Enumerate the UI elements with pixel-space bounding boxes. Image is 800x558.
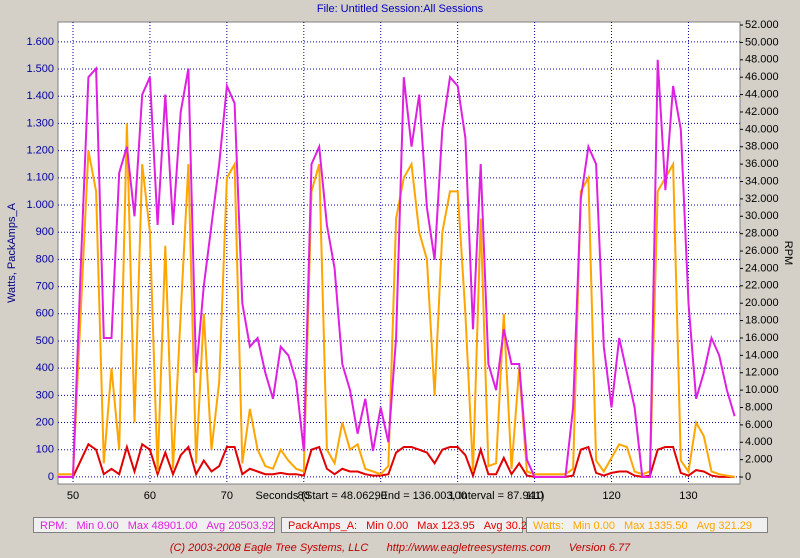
legend-name: PackAmps_A: [288, 520, 358, 532]
y2-tick-label: 12.000 [745, 367, 779, 379]
y2-tick-label: 8.000 [745, 401, 773, 413]
legend-min: Min 0.00 [76, 520, 119, 532]
legend-entry: Watts: Min 0.00 Max 1335.50 Avg 321.29 [526, 517, 768, 533]
y2-tick-label: 38.000 [745, 141, 779, 153]
x-tick-label: 90 [375, 490, 387, 502]
y2-tick-label: 10.000 [745, 384, 779, 396]
y2-tick-label: 50.000 [745, 36, 779, 48]
y-tick-label: 100 [36, 444, 54, 456]
legend-avg: Avg 20503.92 [206, 520, 275, 532]
series-line [57, 123, 735, 478]
y2-tick-label: 46.000 [745, 71, 779, 83]
legend-avg: Avg 321.29 [696, 520, 753, 532]
legend-max: Max 1335.50 [623, 520, 688, 532]
y2-tick-label: 24.000 [745, 262, 779, 274]
y-tick-label: 1.000 [26, 199, 54, 211]
y2-tick-label: 14.000 [745, 349, 779, 361]
y2-tick-label: 34.000 [745, 175, 779, 187]
y-tick-label: 1.200 [26, 145, 54, 157]
series-line [57, 59, 736, 478]
y2-tick-label: 4.000 [745, 436, 773, 448]
x-tick-label: 110 [526, 490, 544, 502]
footer: (C) 2003-2008 Eagle Tree Systems, LLC ht… [169, 542, 631, 554]
series-line [57, 442, 735, 479]
x-tick-label: 130 [679, 490, 697, 502]
y-tick-label: 200 [36, 416, 54, 428]
y2-tick-label: 20.000 [745, 297, 779, 309]
legend-min: Min 0.00 [366, 520, 409, 532]
y-tick-label: 1.300 [26, 117, 54, 129]
y2-tick-label: 18.000 [745, 314, 779, 326]
legend-name: RPM: [40, 520, 68, 532]
y2-tick-label: 28.000 [745, 228, 779, 240]
y2-axis-label: RPM [782, 241, 794, 265]
y-tick-label: 300 [36, 389, 54, 401]
legend-max: Max 123.95 [417, 520, 475, 532]
chart-title: File: Untitled Session:All Sessions [317, 3, 484, 15]
y2-tick-label: 30.000 [745, 210, 779, 222]
y2-tick-label: 22.000 [745, 280, 779, 292]
y2-tick-label: 32.000 [745, 193, 779, 205]
x-tick-label: 120 [602, 490, 620, 502]
y2-tick-label: 44.000 [745, 88, 779, 100]
x-tick-label: 50 [67, 490, 79, 502]
y2-tick-label: 48.000 [745, 54, 779, 66]
y2-tick-label: 6.000 [745, 419, 773, 431]
y2-tick-label: 2.000 [745, 454, 773, 466]
y-tick-label: 600 [36, 308, 54, 320]
x-tick-label: 60 [144, 490, 156, 502]
legend-entry: PackAmps_A: Min 0.00 Max 123.95 Avg 30.23 [281, 517, 533, 533]
y-tick-label: 800 [36, 253, 54, 265]
x-tick-label: 80 [298, 490, 310, 502]
y-tick-label: 1.600 [26, 36, 54, 48]
y2-tick-label: 52.000 [745, 19, 779, 31]
x-tick-label: 70 [221, 490, 233, 502]
y-tick-label: 1.100 [26, 172, 54, 184]
y-tick-label: 400 [36, 362, 54, 374]
y2-tick-label: 40.000 [745, 123, 779, 135]
y2-tick-label: 0 [745, 471, 751, 483]
legend-max: Max 48901.00 [127, 520, 198, 532]
y2-tick-label: 16.000 [745, 332, 779, 344]
y-tick-label: 700 [36, 280, 54, 292]
y-tick-label: 900 [36, 226, 54, 238]
y-axis-label: Watts, PackAmps_A [6, 202, 18, 303]
legend-name: Watts: [533, 520, 564, 532]
legend-entry: RPM: Min 0.00 Max 48901.00 Avg 20503.92 [33, 517, 275, 533]
y-tick-label: 0 [48, 471, 54, 483]
chart: File: Untitled Session:All Sessions Seco… [6, 3, 794, 502]
y-tick-label: 1.400 [26, 90, 54, 102]
x-axis-label: Seconds (Start = 48.062, End = 136.003, … [256, 490, 545, 502]
x-tick-label: 100 [448, 490, 466, 502]
y2-tick-label: 36.000 [745, 158, 779, 170]
y2-tick-label: 26.000 [745, 245, 779, 257]
legend-avg: Avg 30.23 [483, 520, 534, 532]
y-tick-label: 1.500 [26, 63, 54, 75]
legend-min: Min 0.00 [572, 520, 615, 532]
y-tick-label: 500 [36, 335, 54, 347]
y2-tick-label: 42.000 [745, 106, 779, 118]
